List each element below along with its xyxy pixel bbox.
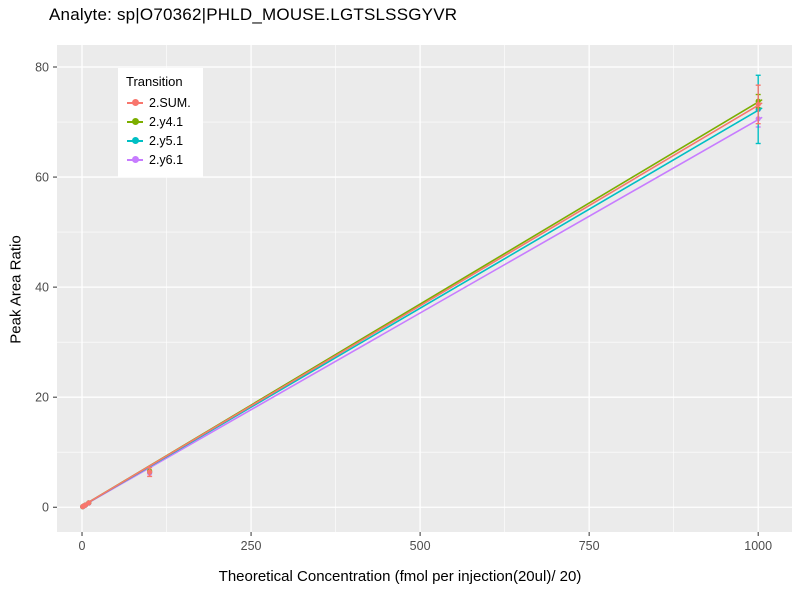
regression-line <box>81 116 763 508</box>
legend-key-icon <box>126 94 144 112</box>
x-tick-label: 0 <box>79 539 86 553</box>
legend-label: 2.y6.1 <box>149 152 184 167</box>
legend-item-2.y4.1: 2.y4.1 <box>126 112 191 131</box>
plot-title: Analyte: sp|O70362|PHLD_MOUSE.LGTSLSSGYV… <box>49 5 458 24</box>
legend: Transition 2.SUM. 2.y4.1 2.y5.1 2.y6.1 <box>118 68 203 177</box>
y-tick-label: 20 <box>35 391 49 405</box>
y-tick-label: 0 <box>42 501 49 515</box>
x-tick-label: 750 <box>579 539 600 553</box>
legend-title: Transition <box>126 74 183 89</box>
legend-item-2.y5.1: 2.y5.1 <box>126 131 191 150</box>
data-point <box>755 101 761 108</box>
data-point <box>147 469 153 475</box>
legend-label: 2.SUM. <box>149 95 191 110</box>
y-tick-label: 40 <box>35 281 49 295</box>
axis-ticks: 0 250 500 750 1000 0 20 40 60 80 <box>35 61 772 553</box>
x-tick-label: 500 <box>410 539 431 553</box>
regression-line <box>81 102 763 507</box>
y-tick-label: 80 <box>35 61 49 75</box>
legend-label: 2.y4.1 <box>149 114 184 129</box>
x-tick-label: 1000 <box>744 539 772 553</box>
y-axis-label: Peak Area Ratio <box>7 235 25 344</box>
legend-item-2.SUM.: 2.SUM. <box>126 93 191 112</box>
x-axis-label: Theoretical Concentration (fmol per inje… <box>218 568 582 585</box>
legend-item-2.y6.1: 2.y6.1 <box>126 150 191 169</box>
legend-key-icon <box>126 113 144 131</box>
series-2.SUM. <box>80 84 763 510</box>
legend-label: 2.y5.1 <box>149 133 184 148</box>
grid-major <box>57 45 792 532</box>
data-point <box>86 500 92 506</box>
x-tick-label: 250 <box>241 539 262 553</box>
legend-key-icon <box>126 132 144 150</box>
legend-key-icon <box>126 151 144 169</box>
y-tick-label: 60 <box>35 171 49 185</box>
